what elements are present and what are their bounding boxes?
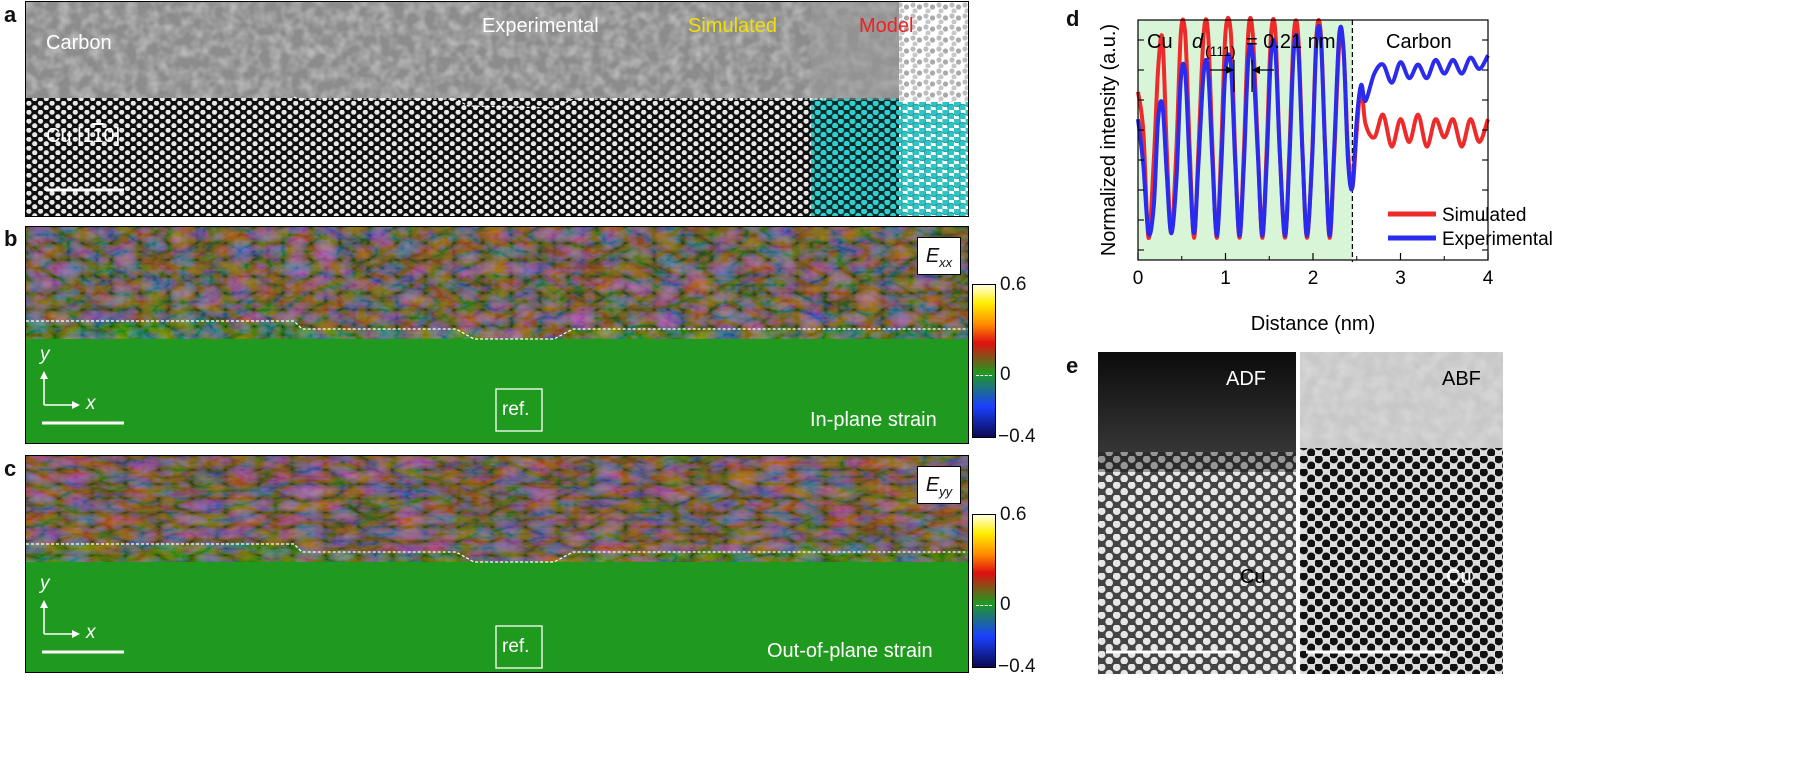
colorbar-b-tick-min: −0.4 — [998, 426, 1036, 447]
svg-text:d: d — [1192, 31, 1204, 53]
adf-title: ADF — [1226, 368, 1266, 390]
svg-text:= 0.21 nm: = 0.21 nm — [1246, 31, 1336, 53]
out-of-plane-strain-caption: Out-of-plane strain — [767, 640, 933, 662]
axis-x-label-b: x — [86, 393, 96, 414]
panel-b-label: b — [4, 226, 18, 251]
ref-label-c: ref. — [502, 636, 530, 657]
legend-simulated-label: Simulated — [1442, 205, 1527, 226]
panel-a-hrtem: Carbon Cu [110] Experimental Simulated M… — [25, 1, 969, 217]
colorbar-c-tick-zero: 0 — [1000, 594, 1011, 615]
colorbar-b-tick-zero: 0 — [1000, 364, 1011, 385]
in-plane-strain-caption: In-plane strain — [810, 409, 937, 431]
abf-cu-label: Cu — [1446, 566, 1472, 588]
eyy-strain-map — [26, 456, 968, 672]
axis-y-label-b: y — [40, 344, 50, 365]
panel-b-strain-map: Exx ref. In-plane strain y x — [25, 226, 969, 444]
x-tick-label-0: 0 — [1133, 268, 1144, 289]
panel-a-label: a — [4, 2, 17, 27]
model-label: Model — [859, 15, 914, 37]
exx-strain-map — [26, 227, 968, 443]
x-tick-label-4: 4 — [1483, 268, 1494, 289]
carbon-label: Carbon — [46, 32, 112, 54]
abf-image: ABF Cu — [1300, 352, 1503, 674]
hrtem-image — [26, 2, 968, 216]
experimental-label: Experimental — [482, 15, 599, 37]
adf-image: ADF Cu — [1098, 352, 1296, 674]
colorbar-c-tick-max: 0.6 — [1000, 504, 1027, 525]
x-tick-label-2: 2 — [1308, 268, 1319, 289]
legend-experimental-label: Experimental — [1442, 229, 1553, 250]
abf-title: ABF — [1442, 368, 1481, 390]
x-axis-label: Distance (nm) — [1251, 313, 1375, 335]
cu-region-label: Cu — [1147, 31, 1173, 53]
d111-annotation: d (111) = 0.21 nm — [1192, 31, 1336, 92]
panel-c-label: c — [4, 456, 17, 481]
intensity-profile-chart: 0 1 2 3 4 Cu Carbon d (111) = 0.21 nm Distan… — [1098, 15, 1553, 335]
x-tick-label-3: 3 — [1395, 268, 1406, 289]
eyy-component-box: Eyy — [917, 466, 961, 504]
axis-x-label-c: x — [86, 622, 96, 643]
colorbar-c-tick-min: −0.4 — [998, 656, 1036, 677]
x-tick-label-1: 1 — [1220, 268, 1231, 289]
axis-y-label-c: y — [40, 573, 50, 594]
panel-d-label: d — [1066, 6, 1080, 31]
panel-e-label: e — [1066, 353, 1079, 378]
panel-c-strain-map: Eyy ref. Out-of-plane strain y x — [25, 455, 969, 673]
colorbar-b-tick-max: 0.6 — [1000, 274, 1027, 295]
legend: Simulated Experimental — [1388, 205, 1553, 250]
ref-label-b: ref. — [502, 399, 530, 420]
adf-cu-label: Cu — [1240, 566, 1266, 588]
svg-text:(111): (111) — [1205, 43, 1236, 59]
exx-component-box: Exx — [917, 237, 961, 275]
colorbar-b — [972, 284, 996, 438]
y-axis-label: Normalized intensity (a.u.) — [1098, 24, 1120, 256]
carbon-region-label: Carbon — [1386, 31, 1452, 53]
simulated-label: Simulated — [688, 15, 777, 37]
cu-orientation-label: Cu [110] — [46, 125, 121, 147]
series-line-experimental — [1136, 24, 1490, 238]
colorbar-c — [972, 514, 996, 668]
